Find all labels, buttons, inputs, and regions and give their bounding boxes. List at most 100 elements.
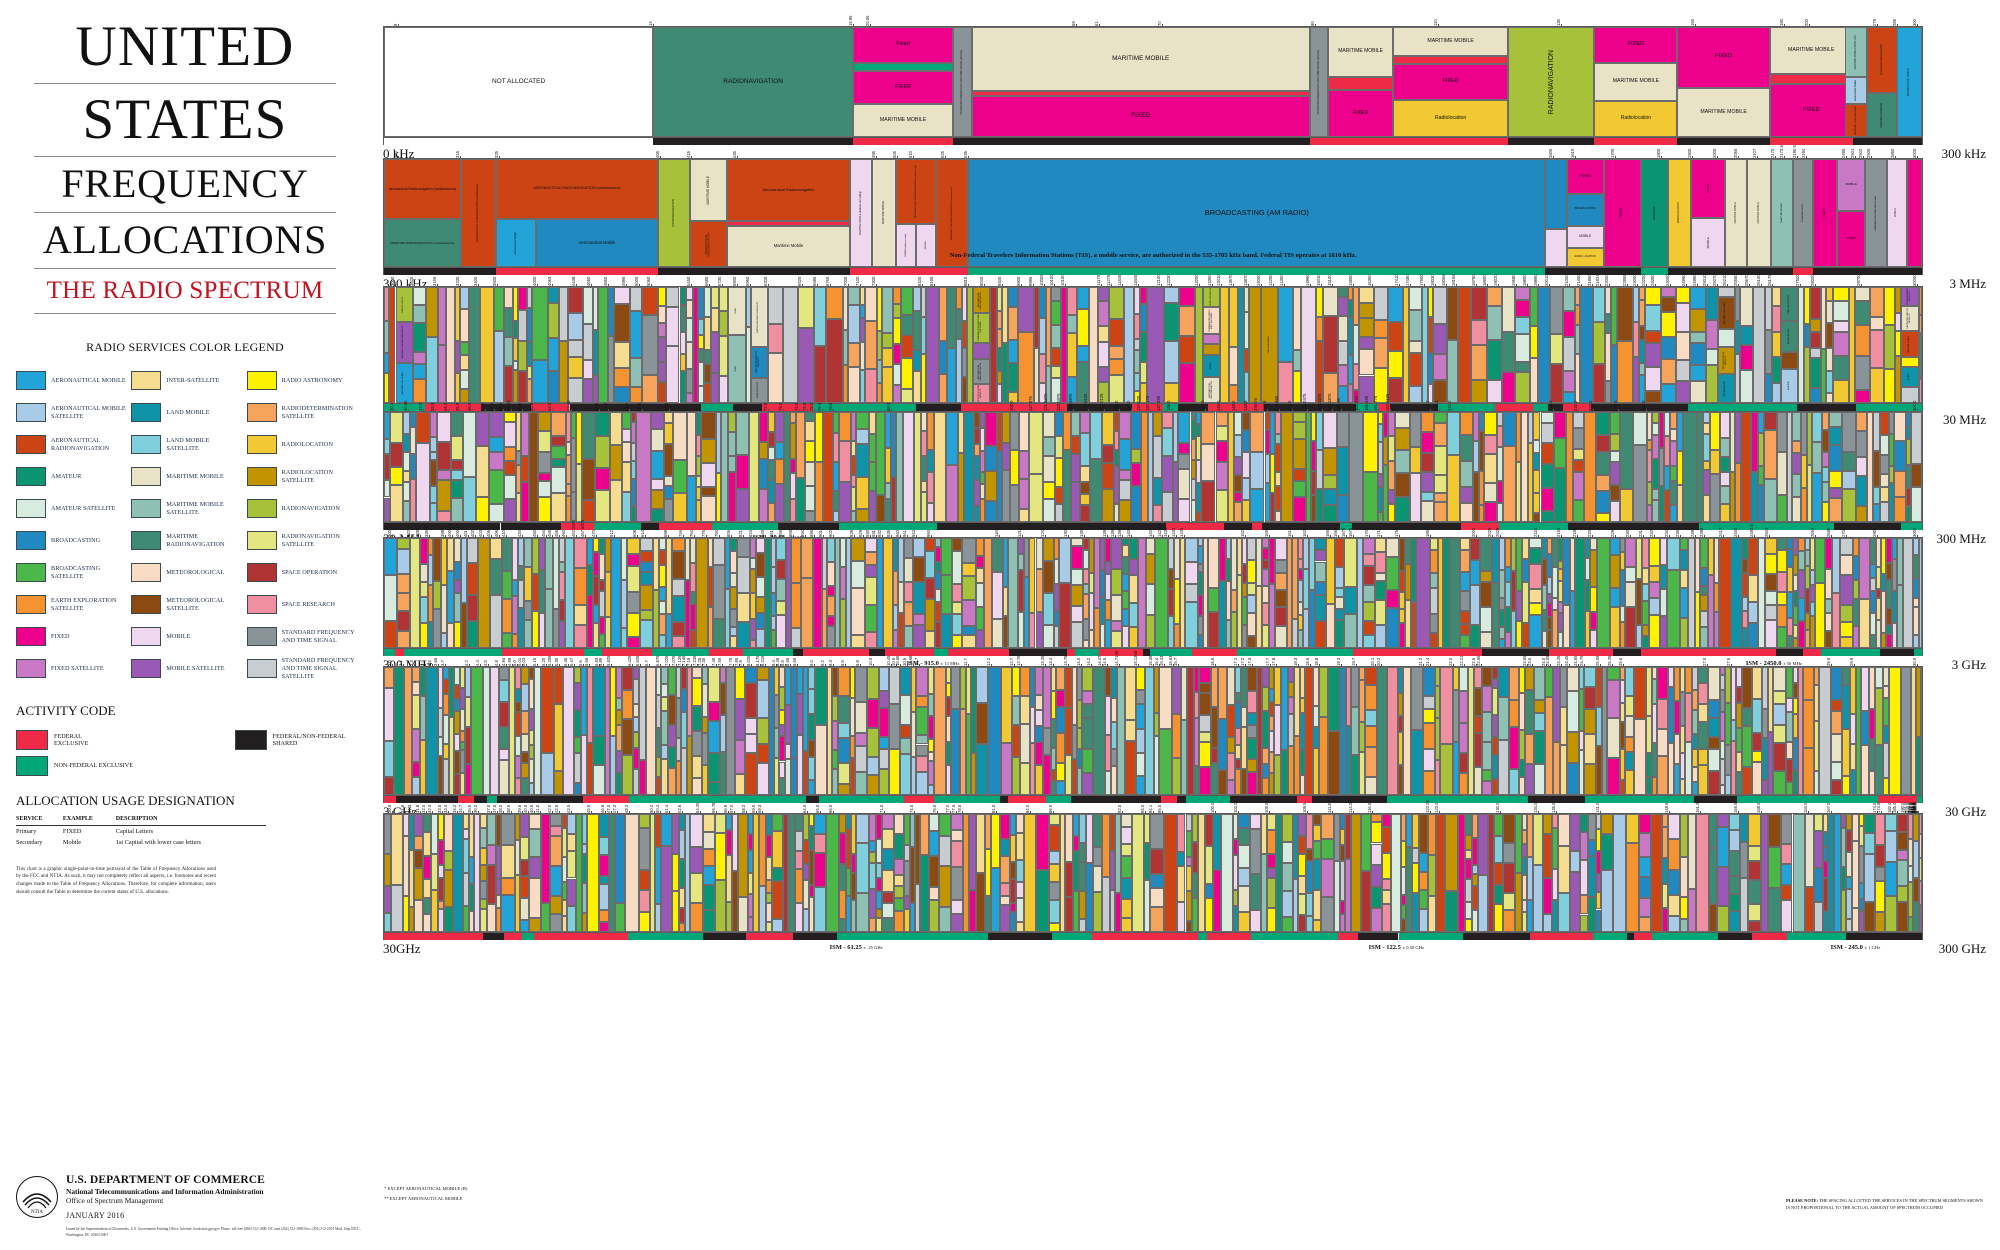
allocation-cell (1820, 287, 1827, 349)
allocation-cell (892, 317, 901, 345)
allocation-cell (1798, 569, 1805, 598)
allocation-cell (621, 491, 632, 522)
allocation-cell (393, 667, 404, 795)
allocation-cell (1402, 667, 1411, 795)
allocation-cell (1477, 814, 1489, 875)
allocation-cell (961, 321, 968, 349)
allocation-cell (1545, 229, 1567, 267)
allocation-cell (945, 465, 958, 522)
activity-code-segment (1634, 933, 1653, 940)
allocation-cell: MARITIME MOBILE (1677, 87, 1770, 137)
allocation-cell (1685, 693, 1693, 743)
allocation-cell (1543, 914, 1553, 932)
allocation-cell (1533, 470, 1541, 493)
allocation-cell (815, 724, 828, 795)
allocation-cell (1042, 593, 1054, 625)
allocation-cell (715, 880, 727, 932)
allocation-cell (882, 332, 893, 349)
allocation-cell (969, 889, 976, 932)
legend-item: AERONAUTICAL RADIONAVIGATION (16, 429, 127, 461)
allocation-cell (1237, 828, 1250, 846)
allocation-cell (1382, 903, 1392, 932)
allocation-cell (701, 412, 716, 440)
allocation-cell (641, 287, 658, 315)
allocation-cell (573, 753, 582, 784)
allocation-cell (894, 886, 905, 899)
allocation-cell (1298, 893, 1306, 915)
allocation-cell (686, 476, 696, 522)
allocation-cell (729, 538, 738, 552)
allocation-cell (1447, 340, 1459, 403)
allocation-cell (1139, 304, 1148, 333)
allocation-cell (1323, 412, 1337, 448)
allocation-cell (1078, 890, 1087, 920)
allocation-cell (1217, 769, 1228, 795)
allocation-cell (771, 881, 783, 920)
allocation-cell (1362, 538, 1375, 555)
allocation-cell (1336, 412, 1350, 448)
allocation-cell-label: RADIONAVIGATION (723, 77, 783, 85)
band-tick-mark (1561, 24, 1563, 27)
allocation-cell (480, 287, 494, 403)
allocation-cell: MARITIME MOBILE (1746, 159, 1772, 267)
allocation-cell (521, 481, 530, 522)
allocation-cell (1812, 412, 1823, 442)
allocation-cell (389, 484, 404, 522)
band-tick-mark (934, 284, 936, 287)
allocation-cell (1772, 667, 1786, 691)
allocation-cell (1038, 317, 1046, 354)
allocation-cell (1411, 847, 1420, 863)
allocation-cell (1921, 756, 1922, 795)
allocation-cell (1459, 723, 1469, 753)
allocation-cell (1136, 667, 1146, 690)
allocation-cell (597, 287, 609, 403)
band-tick-axis: 30.0 30.56 32.0 33.0 34.0 35.0 36.0 37.0 37.5 38.… (383, 393, 1923, 412)
allocation-cell (920, 316, 927, 354)
allocation-cell (1809, 332, 1821, 348)
allocation-cell (1143, 814, 1151, 844)
allocation-cell-label: MARITIME MOBILE (881, 201, 885, 225)
allocation-cell (727, 432, 736, 456)
allocation-cell: FIXED (1837, 210, 1866, 267)
allocation-cell (391, 814, 404, 885)
allocation-cell (925, 538, 936, 551)
legend-item: SPACE RESEARCH (246, 589, 358, 621)
legend-item: METEOROLOGICAL (131, 557, 242, 589)
allocation-cell (1409, 352, 1423, 386)
allocation-cell (1313, 920, 1322, 932)
allocation-cell (1616, 340, 1634, 403)
allocation-cell (397, 538, 410, 550)
activity-code-segment (1592, 933, 1628, 940)
allocation-cell (894, 814, 905, 835)
allocation-cell (1374, 624, 1387, 648)
allocation-cell (1708, 700, 1720, 719)
allocation-cell (1565, 412, 1573, 522)
allocation-cell (613, 287, 631, 305)
allocation-cell (1146, 615, 1156, 648)
allocation-cell (1000, 667, 1012, 743)
allocation-cell: AERONAUTICAL RADIONAVIGATION (radiobeaco… (460, 159, 497, 267)
allocation-cell (1833, 331, 1850, 356)
allocation-cell (551, 493, 566, 522)
allocation-cell (626, 637, 641, 648)
allocation-cell (1161, 456, 1173, 492)
allocation-cell (1051, 378, 1062, 403)
band-tick-mark (852, 24, 854, 27)
allocation-cell (735, 412, 750, 456)
allocation-cell (1776, 495, 1788, 522)
allocation-cell (837, 738, 851, 764)
allocation-cell (950, 841, 964, 867)
allocation-cell (668, 747, 676, 768)
band-end-label: 300 GHz (1938, 941, 1986, 956)
allocation-cell (1734, 354, 1741, 403)
allocation-cell (426, 287, 438, 338)
allocation-cell (1229, 347, 1238, 385)
allocation-cell (610, 412, 622, 446)
allocation-cell (1429, 614, 1438, 633)
allocation-cell (1660, 311, 1677, 338)
allocation-cell (1826, 392, 1834, 403)
allocation-cell (1150, 874, 1164, 888)
allocation-cell (1780, 900, 1793, 932)
activity-swatch (16, 729, 48, 750)
allocation-cell (869, 461, 877, 492)
